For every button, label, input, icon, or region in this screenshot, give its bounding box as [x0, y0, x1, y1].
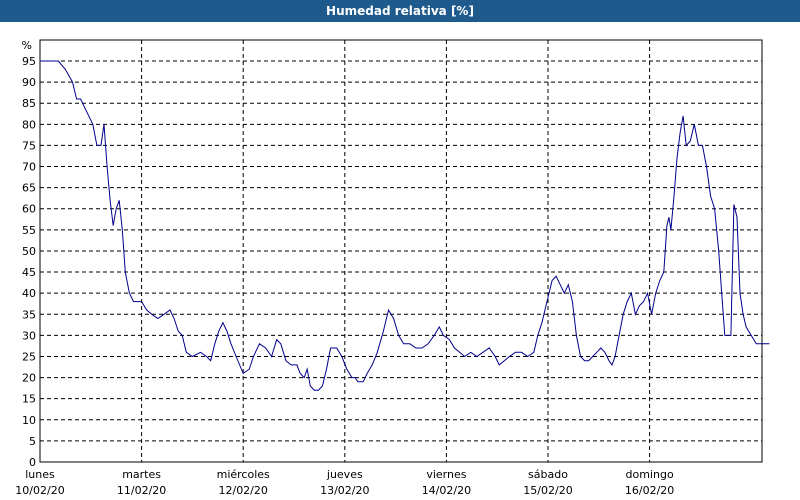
y-tick-label: 85: [22, 97, 36, 110]
y-axis-label: %: [22, 39, 32, 52]
x-tick-date-label: 12/02/20: [218, 484, 267, 497]
x-tick-day-label: jueves: [326, 468, 363, 481]
y-tick-label: 90: [22, 76, 36, 89]
y-tick-label: 50: [22, 245, 36, 258]
x-tick-day-label: lunes: [25, 468, 55, 481]
y-tick-label: 65: [22, 182, 36, 195]
y-tick-label: 45: [22, 266, 36, 279]
y-tick-label: 20: [22, 372, 36, 385]
x-tick-date-label: 13/02/20: [320, 484, 369, 497]
y-tick-label: 25: [22, 350, 36, 363]
x-tick-date-label: 11/02/20: [117, 484, 166, 497]
y-tick-label: 80: [22, 118, 36, 131]
y-tick-label: 5: [29, 435, 36, 448]
y-tick-label: 55: [22, 224, 36, 237]
x-tick-date-label: 16/02/20: [625, 484, 674, 497]
chart-title: Humedad relativa [%]: [0, 0, 800, 22]
series-line: [40, 60, 770, 391]
y-tick-label: 75: [22, 139, 36, 152]
y-tick-label: 15: [22, 393, 36, 406]
y-axis-ticks: 0 5 10 15 20 25 30 35 40 45 50 55 60 65 70 75 80 85 90 95: [22, 55, 36, 469]
y-tick-label: 35: [22, 308, 36, 321]
x-axis-ticks: lunes 10/02/20 martes 11/02/20 miércoles 12/0…: [15, 468, 674, 497]
y-tick-label: 60: [22, 203, 36, 216]
y-tick-label: 30: [22, 329, 36, 342]
chart-area: 0 5 10 15 20 25 30 35 40 45 50 55 60 65 70 75 80 85 90 95 l…: [15, 39, 770, 497]
grid-lines: [40, 40, 762, 462]
y-tick-label: 70: [22, 161, 36, 174]
x-tick-day-label: sábado: [528, 468, 568, 481]
x-tick-day-label: miércoles: [217, 468, 270, 481]
y-tick-label: 95: [22, 55, 36, 68]
x-tick-day-label: viernes: [426, 468, 466, 481]
x-tick-date-label: 15/02/20: [523, 484, 572, 497]
y-tick-label: 0: [29, 456, 36, 469]
y-tick-label: 10: [22, 414, 36, 427]
x-tick-day-label: domingo: [626, 468, 674, 481]
x-tick-day-label: martes: [122, 468, 161, 481]
y-tick-label: 40: [22, 287, 36, 300]
x-tick-date-label: 14/02/20: [422, 484, 471, 497]
x-tick-date-label: 10/02/20: [15, 484, 64, 497]
